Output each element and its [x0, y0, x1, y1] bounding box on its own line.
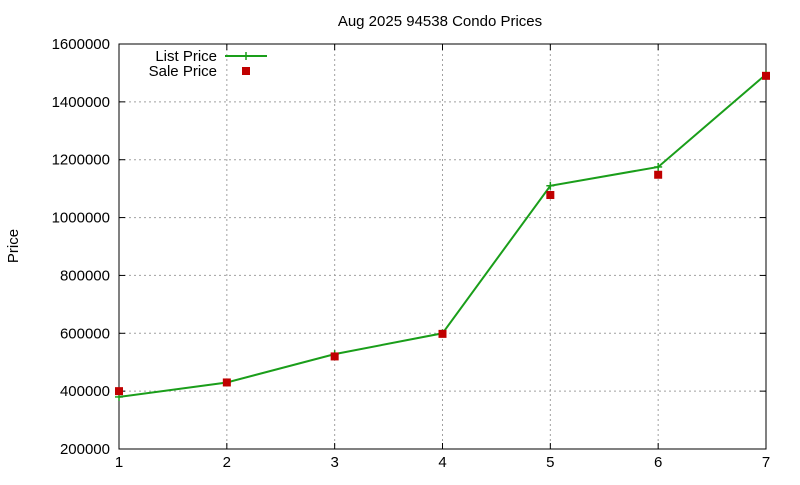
list-price-point — [654, 162, 663, 171]
x-tick-label: 4 — [438, 454, 446, 471]
x-tick-label: 5 — [546, 454, 554, 471]
x-tick-label: 2 — [223, 454, 231, 471]
y-axis-label: Price — [5, 229, 22, 263]
sale-price-point — [654, 170, 663, 179]
x-tick-label: 1 — [115, 454, 123, 471]
sale-price-point — [762, 71, 770, 80]
axis-ticks — [118, 43, 767, 450]
legend-swatch-list-price — [225, 52, 267, 60]
x-tick-label: 3 — [330, 454, 338, 471]
chart-title: Aug 2025 94538 Condo Prices — [338, 13, 542, 30]
sale-price-point — [546, 191, 555, 200]
list-price-point — [546, 181, 555, 190]
legend-swatch-sale-price — [242, 67, 250, 75]
sale-price-point — [438, 329, 447, 338]
legend-label-sale-price: Sale Price — [149, 63, 217, 80]
y-tick-label: 800000 — [60, 267, 110, 284]
y-tick-label: 1400000 — [52, 94, 110, 111]
x-tick-label: 6 — [654, 454, 662, 471]
y-tick-label: 600000 — [60, 325, 110, 342]
grid-lines — [119, 44, 766, 449]
y-tick-label: 1000000 — [52, 210, 110, 227]
data-series — [115, 70, 770, 401]
sale-price-point — [115, 387, 123, 396]
y-tick-label: 400000 — [60, 383, 110, 400]
legend-label-list-price: List Price — [155, 48, 217, 65]
sale-price-point — [222, 378, 231, 387]
y-tick-label: 200000 — [60, 441, 110, 458]
sale-price-point — [330, 352, 339, 361]
x-tick-label: 7 — [762, 454, 770, 471]
tick-labels: 2000004000006000008000001000000120000014… — [52, 36, 771, 471]
y-tick-label: 1200000 — [52, 152, 110, 169]
y-tick-label: 1600000 — [52, 36, 110, 53]
